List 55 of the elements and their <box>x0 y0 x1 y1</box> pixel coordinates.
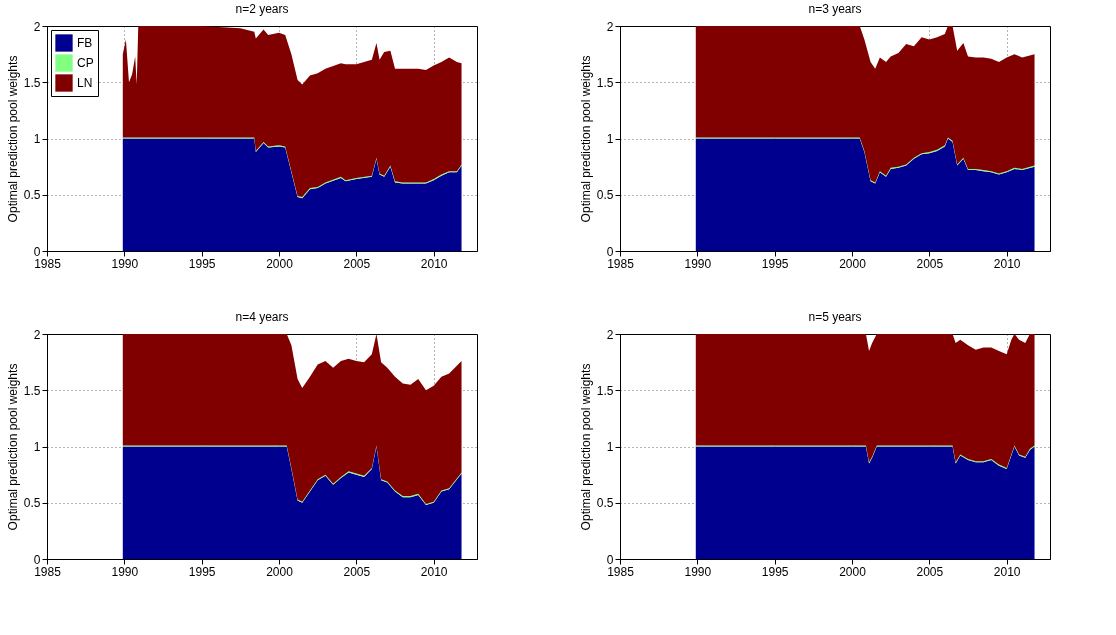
x-tick-label: 2005 <box>343 564 371 579</box>
y-tick-label: 1.5 <box>23 383 41 398</box>
chart-title: n=4 years <box>235 310 289 324</box>
chart-title: n=5 years <box>808 310 862 324</box>
legend-label: LN <box>77 76 93 90</box>
y-tick-label: 0 <box>606 552 614 567</box>
y-tick-label: 0.5 <box>596 496 614 511</box>
x-tick-label: 1995 <box>188 256 216 271</box>
y-tick-label: 1.5 <box>596 383 614 398</box>
x-tick-label: 1985 <box>607 564 635 579</box>
y-tick-label: 1.5 <box>23 75 41 90</box>
x-tick-label: 2010 <box>993 256 1021 271</box>
y-axis-title: Optimal prediction pool weights <box>578 55 593 223</box>
chart-title: n=2 years <box>235 2 289 16</box>
x-tick-label: 1990 <box>684 256 712 271</box>
y-tick-label: 1.5 <box>596 75 614 90</box>
x-tick-label: 2010 <box>420 256 448 271</box>
y-tick-label: 1 <box>33 440 41 454</box>
y-tick-label: 0 <box>606 244 614 259</box>
x-tick-label: 1990 <box>684 564 712 579</box>
x-tick-label: 2005 <box>916 256 944 271</box>
y-tick-label: 0 <box>33 244 41 259</box>
y-axis-title: Optimal prediction pool weights <box>5 55 20 223</box>
x-tick-label: 2010 <box>420 564 448 579</box>
y-tick-label: 1 <box>606 132 614 146</box>
y-tick-label: 1 <box>606 440 614 454</box>
x-tick-label: 1985 <box>607 256 635 271</box>
y-tick-label: 1 <box>33 132 41 146</box>
x-tick-label: 1990 <box>111 256 139 271</box>
y-tick-label: 0 <box>33 552 41 567</box>
x-tick-label: 1985 <box>34 256 62 271</box>
x-tick-label: 2010 <box>993 564 1021 579</box>
x-tick-label: 2005 <box>343 256 371 271</box>
y-tick-label: 2 <box>33 19 41 34</box>
x-tick-label: 1995 <box>761 564 789 579</box>
x-tick-label: 1995 <box>761 256 789 271</box>
y-tick-label: 2 <box>606 327 614 342</box>
legend-label: FB <box>77 36 93 50</box>
x-tick-label: 1985 <box>34 564 62 579</box>
y-axis-title: Optimal prediction pool weights <box>578 363 593 531</box>
x-tick-label: 2000 <box>839 256 867 271</box>
x-tick-label: 2000 <box>266 256 294 271</box>
x-tick-label: 1990 <box>111 564 139 579</box>
y-axis-title: Optimal prediction pool weights <box>5 363 20 531</box>
y-tick-label: 0.5 <box>596 188 614 203</box>
chart-title: n=3 years <box>808 2 862 16</box>
x-tick-label: 2000 <box>839 564 867 579</box>
y-tick-label: 2 <box>33 327 41 342</box>
x-tick-label: 2000 <box>266 564 294 579</box>
legend-label: CP <box>77 56 94 70</box>
x-tick-label: 1995 <box>188 564 216 579</box>
y-tick-label: 0.5 <box>23 188 41 203</box>
y-tick-label: 2 <box>606 19 614 34</box>
x-tick-label: 2005 <box>916 564 944 579</box>
y-tick-label: 0.5 <box>23 496 41 511</box>
